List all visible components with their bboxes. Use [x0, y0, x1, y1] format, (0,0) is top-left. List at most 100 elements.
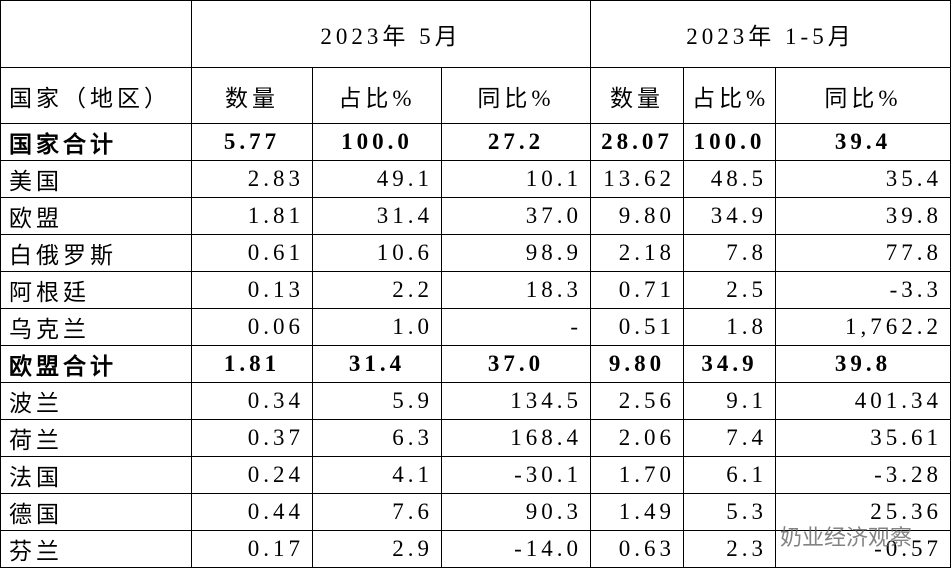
- table-row: 波兰 0.34 5.9 134.5 2.56 9.1 401.34: [0, 382, 951, 420]
- value-cell: 18.3: [441, 271, 591, 309]
- region-cell: 荷兰: [0, 419, 192, 457]
- value-cell: -0.57: [774, 530, 951, 568]
- region-cell: 乌克兰: [0, 308, 192, 346]
- value-cell: 35.4: [774, 160, 951, 198]
- value-cell: 39.8: [774, 197, 951, 235]
- value-cell: 2.83: [191, 160, 313, 198]
- value-cell: 2.06: [590, 419, 684, 457]
- value-cell: 27.2: [441, 123, 591, 161]
- value-cell: 401.34: [774, 382, 951, 420]
- value-cell: 2.5: [683, 271, 776, 309]
- column-header-row: 国家（地区） 数量 占比% 同比% 数量 占比% 同比%: [0, 67, 951, 124]
- value-cell: 100.0: [312, 123, 442, 161]
- value-cell: 10.1: [441, 160, 591, 198]
- value-cell: 37.0: [441, 197, 591, 235]
- value-cell: 0.71: [590, 271, 684, 309]
- region-cell: 美国: [0, 160, 192, 198]
- region-cell: 阿根廷: [0, 271, 192, 309]
- value-cell: 77.8: [774, 234, 951, 272]
- column-header: 数量: [191, 67, 313, 124]
- value-cell: 168.4: [441, 419, 591, 457]
- group-header: 2023年 5月: [191, 0, 591, 68]
- value-cell: 6.3: [312, 419, 442, 457]
- value-cell: 1,762.2: [774, 308, 951, 346]
- watermark: 奶业经济观察: [780, 526, 913, 551]
- value-cell: 2.56: [590, 382, 684, 420]
- value-cell: 39.4: [774, 123, 951, 161]
- value-cell: 0.06: [191, 308, 313, 346]
- table-row: 国家合计 5.77 100.0 27.2 28.07 100.0 39.4: [0, 123, 951, 161]
- table-row: 美国 2.83 49.1 10.1 13.62 48.5 35.4: [0, 160, 951, 198]
- value-cell: 13.62: [590, 160, 684, 198]
- value-cell: -: [441, 308, 591, 346]
- value-cell: 1.81: [191, 197, 313, 235]
- column-header: 数量: [590, 67, 684, 124]
- value-cell: 0.24: [191, 456, 313, 494]
- table-row: 荷兰 0.37 6.3 168.4 2.06 7.4 35.61: [0, 419, 951, 457]
- value-cell: -3.28: [774, 456, 951, 494]
- region-cell: 国家合计: [0, 123, 192, 161]
- value-cell: 39.8: [774, 345, 951, 383]
- value-cell: 34.9: [683, 197, 776, 235]
- region-cell: 白俄罗斯: [0, 234, 192, 272]
- value-cell: 100.0: [683, 123, 776, 161]
- value-cell: 7.8: [683, 234, 776, 272]
- group-header: 2023年 1-5月: [589, 0, 951, 68]
- value-cell: -3.3: [774, 271, 951, 309]
- table-row: 阿根廷 0.13 2.2 18.3 0.71 2.5 -3.3: [0, 271, 951, 309]
- region-cell: 法国: [0, 456, 192, 494]
- value-cell: 9.80: [590, 197, 684, 235]
- value-cell: 5.77: [191, 123, 313, 161]
- table-row: 乌克兰 0.06 1.0-0.51 1.8 1,762.2: [0, 308, 951, 346]
- value-cell: 6.1: [683, 456, 776, 494]
- value-cell: 35.61: [774, 419, 951, 457]
- region-cell: 德国: [0, 493, 192, 531]
- value-cell: 2.2: [312, 271, 442, 309]
- region-cell: 欧盟合计: [0, 345, 192, 383]
- value-cell: 34.9: [683, 345, 776, 383]
- value-cell: 0.44: [191, 493, 313, 531]
- region-cell: 芬兰: [0, 530, 192, 568]
- value-cell: -14.0: [441, 530, 591, 568]
- value-cell: 0.51: [590, 308, 684, 346]
- value-cell: 5.3: [683, 493, 776, 531]
- value-cell: 1.81: [191, 345, 313, 383]
- value-cell: 9.1: [683, 382, 776, 420]
- value-cell: 37.0: [441, 345, 591, 383]
- value-cell: 1.8: [683, 308, 776, 346]
- table-row: 法国 0.24 4.1 -30.1 1.70 6.1 -3.28: [0, 456, 951, 494]
- region-cell: 欧盟: [0, 197, 192, 235]
- region-cell: 波兰: [0, 382, 192, 420]
- value-cell: 7.6: [312, 493, 442, 531]
- corner-cell: [0, 0, 192, 68]
- value-cell: 31.4: [312, 345, 442, 383]
- value-cell: 90.3: [441, 493, 591, 531]
- column-header: 占比%: [683, 67, 776, 124]
- value-cell: 2.18: [590, 234, 684, 272]
- header-row: 2023年 5月 2023年 1-5月: [0, 0, 951, 68]
- value-cell: 0.17: [191, 530, 313, 568]
- table-row: 芬兰 0.17 2.9 -14.0 0.63 2.3 -0.57: [0, 530, 951, 568]
- value-cell: 5.9: [312, 382, 442, 420]
- column-header: 占比%: [312, 67, 442, 124]
- value-cell: 10.6: [312, 234, 442, 272]
- value-cell: 31.4: [312, 197, 442, 235]
- table-row: 白俄罗斯 0.61 10.6 98.9 2.18 7.8 77.8: [0, 234, 951, 272]
- value-cell: 7.4: [683, 419, 776, 457]
- value-cell: 49.1: [312, 160, 442, 198]
- value-cell: 2.3: [683, 530, 776, 568]
- value-cell: -30.1: [441, 456, 591, 494]
- value-cell: 9.80: [590, 345, 684, 383]
- value-cell: 0.34: [191, 382, 313, 420]
- value-cell: 2.9: [312, 530, 442, 568]
- value-cell: 48.5: [683, 160, 776, 198]
- column-header: 国家（地区）: [0, 67, 192, 124]
- value-cell: 134.5: [441, 382, 591, 420]
- value-cell: 0.13: [191, 271, 313, 309]
- value-cell: 1.0: [312, 308, 442, 346]
- value-cell: 0.61: [191, 234, 313, 272]
- table-row: 欧盟合计 1.81 31.4 37.0 9.80 34.9 39.8: [0, 345, 951, 383]
- value-cell: 4.1: [312, 456, 442, 494]
